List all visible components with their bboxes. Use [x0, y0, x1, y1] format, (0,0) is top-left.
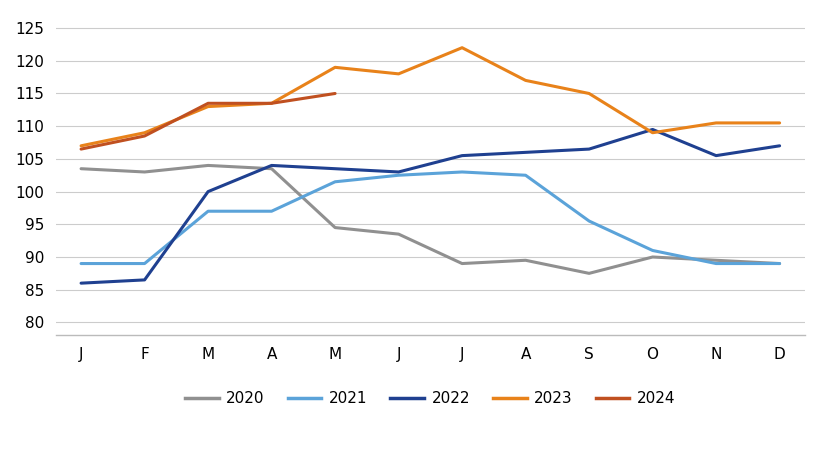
2023	[139, 130, 149, 135]
Line: 2021: 2021	[81, 172, 779, 264]
2020	[710, 258, 720, 263]
2021	[393, 172, 403, 178]
2023	[647, 130, 657, 135]
2022	[330, 166, 340, 172]
Line: 2022: 2022	[81, 129, 779, 283]
Legend: 2020, 2021, 2022, 2023, 2024: 2020, 2021, 2022, 2023, 2024	[179, 385, 681, 412]
2020	[583, 271, 593, 276]
Line: 2023: 2023	[81, 47, 779, 146]
2023	[457, 45, 467, 50]
Line: 2020: 2020	[81, 165, 779, 274]
2020	[774, 261, 784, 266]
2022	[457, 153, 467, 158]
2023	[203, 104, 213, 110]
2021	[520, 172, 530, 178]
Line: 2024: 2024	[81, 94, 335, 149]
2022	[520, 149, 530, 155]
2023	[393, 71, 403, 77]
2022	[139, 277, 149, 283]
2023	[520, 78, 530, 83]
2023	[774, 120, 784, 126]
2020	[647, 254, 657, 260]
2021	[203, 208, 213, 214]
2022	[266, 163, 276, 168]
2023	[266, 101, 276, 106]
2021	[774, 261, 784, 266]
2021	[457, 169, 467, 175]
2021	[139, 261, 149, 266]
2021	[583, 218, 593, 224]
2020	[266, 166, 276, 172]
2024	[203, 101, 213, 106]
2021	[76, 261, 86, 266]
2021	[647, 248, 657, 253]
2020	[330, 225, 340, 230]
2021	[266, 208, 276, 214]
2022	[710, 153, 720, 158]
2023	[330, 64, 340, 70]
2022	[583, 146, 593, 152]
2020	[203, 163, 213, 168]
2020	[393, 231, 403, 237]
2021	[330, 179, 340, 185]
2022	[203, 189, 213, 195]
2021	[710, 261, 720, 266]
2022	[76, 280, 86, 286]
2020	[520, 258, 530, 263]
2022	[774, 143, 784, 149]
2024	[139, 133, 149, 139]
2023	[583, 91, 593, 96]
2024	[330, 91, 340, 96]
2020	[139, 169, 149, 175]
2024	[266, 101, 276, 106]
2022	[647, 126, 657, 132]
2022	[393, 169, 403, 175]
2023	[710, 120, 720, 126]
2020	[76, 166, 86, 172]
2020	[457, 261, 467, 266]
2024	[76, 146, 86, 152]
2023	[76, 143, 86, 149]
